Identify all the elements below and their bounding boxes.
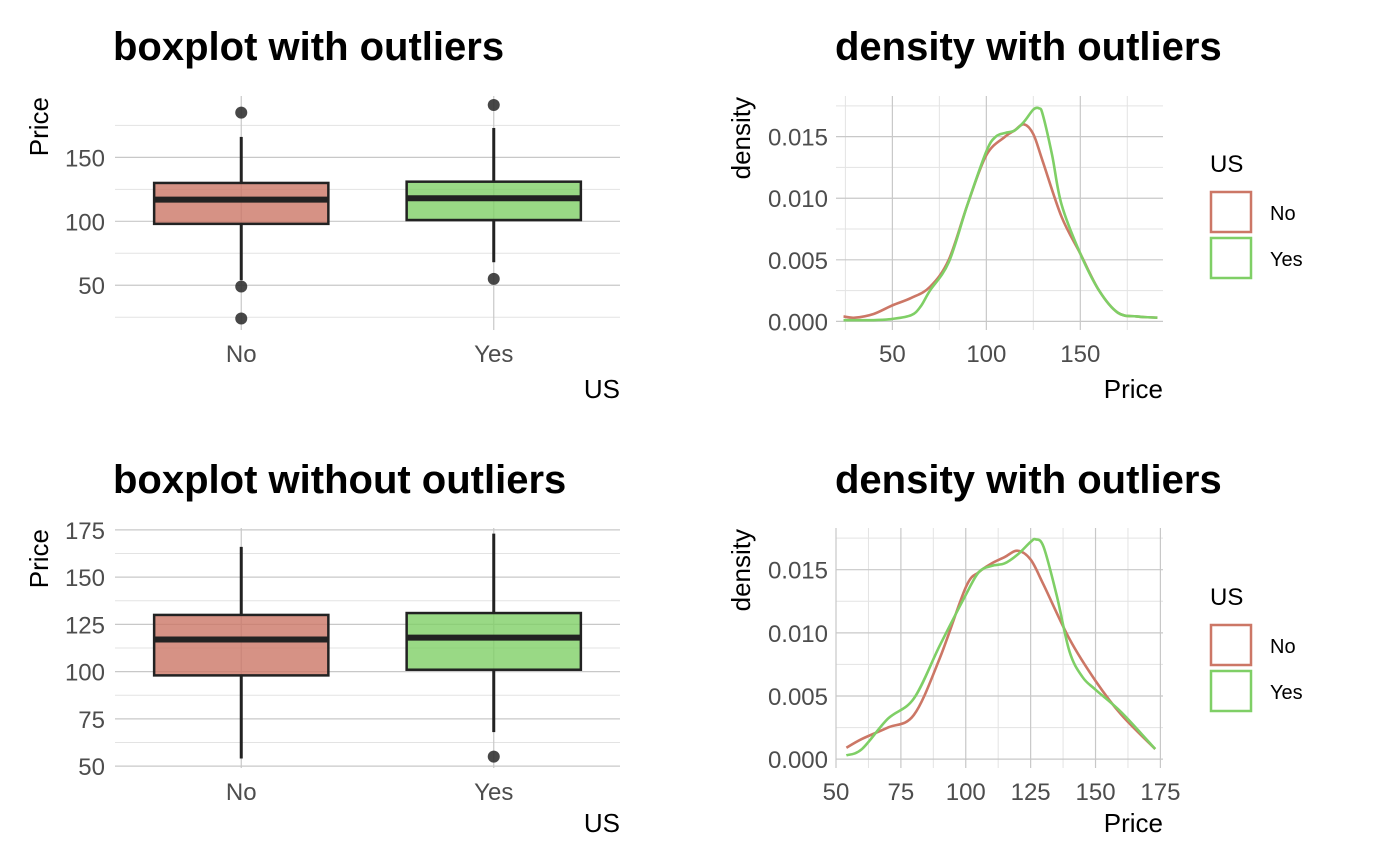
y-tick-label: 100: [65, 660, 105, 687]
y-tick-label: 100: [65, 209, 105, 236]
x-tick-label: 100: [966, 341, 1006, 368]
density-line-no: [843, 123, 1158, 320]
x-axis-title-0: US: [584, 374, 620, 404]
x-tick-label: 150: [1060, 341, 1100, 368]
legend-label-no: No: [1270, 636, 1296, 658]
legend-key-no: [1209, 190, 1253, 234]
x-tick-label: 125: [1011, 779, 1051, 806]
x-axis-title-2: US: [584, 808, 620, 838]
y-tick-label: 150: [65, 145, 105, 172]
y-tick-label: 0.010: [768, 186, 828, 213]
y-tick-label: 50: [78, 273, 105, 300]
legend-label-yes: Yes: [1270, 682, 1303, 704]
box-no: [152, 181, 330, 226]
y-tick-label: 0.005: [768, 248, 828, 275]
y-axis-title-2: Price: [24, 529, 54, 588]
y-tick-label: 50: [78, 754, 105, 781]
x-tick-label: Yes: [474, 779, 513, 806]
y-tick-label: 0.015: [768, 125, 828, 152]
x-tick-label: 75: [888, 779, 915, 806]
legend-label-no: No: [1270, 203, 1296, 225]
x-tick-label: 100: [946, 779, 986, 806]
legend-key-no: [1209, 623, 1253, 667]
y-tick-label: 75: [78, 707, 105, 734]
legend-label-yes: Yes: [1270, 249, 1303, 271]
density-line-yes: [843, 106, 1158, 322]
x-tick-label: Yes: [474, 341, 513, 368]
y-axis-title-1: density: [726, 97, 756, 179]
x-tick-label: 50: [879, 341, 906, 368]
y-tick-label: 0.015: [768, 558, 828, 585]
y-axis-title-0: Price: [24, 97, 54, 156]
outlier-point-yes: [487, 98, 500, 111]
y-axis-title-3: density: [726, 529, 756, 611]
x-axis-title-3: Price: [1104, 808, 1163, 838]
density-panel-3: 0.000 0.005 0.010 0.015 50 75 100 125 150 175 US No…: [768, 528, 1303, 806]
y-tick-label: 0.010: [768, 621, 828, 648]
legend: US No Yes: [1209, 584, 1303, 713]
legend-title: US: [1210, 151, 1243, 178]
legend: US No Yes: [1209, 151, 1303, 280]
density-line-yes: [845, 537, 1157, 757]
box-no: [152, 613, 330, 677]
x-axis-title-1: Price: [1104, 374, 1163, 404]
y-tick-label: 0.000: [768, 309, 828, 336]
density-line-no: [845, 549, 1157, 750]
chart-title-3: density with outliers: [835, 458, 1222, 502]
outlier-point-no: [235, 312, 248, 325]
y-tick-label: 0.005: [768, 684, 828, 711]
chart-title-2: boxplot without outliers: [113, 458, 566, 502]
chart-title-1: density with outliers: [835, 25, 1222, 69]
x-tick-label: 50: [823, 779, 850, 806]
y-tick-label: 0.000: [768, 747, 828, 774]
legend-title: US: [1210, 584, 1243, 611]
boxplot-panel-0: 50 100 150 No Yes: [65, 96, 620, 368]
outlier-point-yes: [487, 272, 500, 285]
density-panel-1: 0.000 0.005 0.010 0.015 50 100 150 US No Yes: [768, 96, 1303, 368]
outlier-point-no: [235, 280, 248, 293]
legend-key-yes: [1209, 236, 1253, 280]
x-tick-label: 175: [1140, 779, 1180, 806]
outlier-point-yes: [487, 750, 500, 763]
y-tick-label: 150: [65, 565, 105, 592]
y-tick-label: 175: [65, 518, 105, 545]
boxplot-panel-2: 50 75 100 125 150 175 No Yes: [65, 518, 620, 806]
outlier-point-no: [235, 106, 248, 119]
x-tick-label: No: [226, 779, 257, 806]
legend-key-yes: [1209, 669, 1253, 713]
chart-title-0: boxplot with outliers: [113, 25, 504, 69]
box-yes: [405, 611, 583, 671]
y-tick-label: 125: [65, 612, 105, 639]
x-tick-label: 150: [1076, 779, 1116, 806]
x-tick-label: No: [226, 341, 257, 368]
